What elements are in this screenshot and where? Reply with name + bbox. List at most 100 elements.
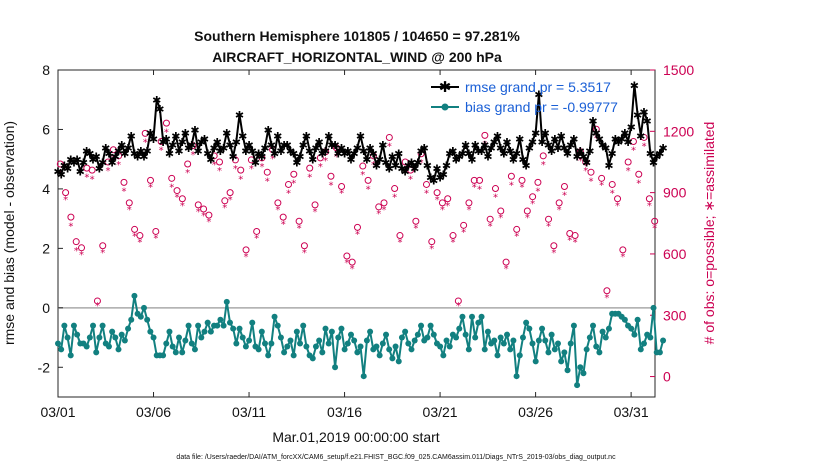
obs-possible-point (465, 199, 473, 207)
bias-point (351, 337, 358, 344)
x-tick-label: 03/11 (232, 404, 266, 420)
obs-assimilated-point: * (217, 166, 222, 177)
rmse-point: ✱ (487, 142, 496, 155)
obs-possible-point (152, 227, 160, 235)
rmse-point: ✱ (429, 174, 438, 187)
obs-assimilated-point: * (222, 203, 227, 214)
bias-point (246, 337, 253, 344)
bias-point (481, 346, 488, 353)
rmse-point: ✱ (206, 154, 215, 167)
obs-assimilated-point: * (360, 170, 365, 181)
bias-point (510, 337, 517, 344)
y2-tick-label: 1500 (663, 62, 694, 78)
rmse-point: ✱ (509, 154, 518, 167)
rmse-series: ✱✱✱✱✱✱✱✱✱✱✱✱✱✱✱✱✱✱✱✱✱✱✱✱✱✱✱✱✱✱✱✱✱✱✱✱✱✱✱✱… (53, 79, 667, 187)
rmse-point: ✱ (522, 160, 531, 173)
rmse-point: ✱ (318, 148, 327, 161)
obs-possible-point (608, 180, 616, 188)
obs-possible-point (518, 176, 526, 184)
rmse-point: ✱ (88, 154, 97, 167)
obs-assimilated-point: * (323, 156, 328, 167)
obs-assimilated-point: * (530, 199, 535, 210)
bias-point (201, 328, 208, 335)
rmse-point: ✱ (467, 154, 476, 167)
rmse-point: ✱ (649, 157, 658, 170)
bias-point (55, 340, 61, 347)
obs-possible-point (242, 246, 250, 254)
rmse-point: ✱ (652, 151, 661, 164)
obs-assimilated-point: * (265, 176, 270, 187)
bias-point (290, 352, 297, 359)
obs-possible-point (481, 131, 489, 139)
obs-assimilated-point: * (164, 127, 169, 138)
obs-possible-point (529, 193, 537, 201)
obs-possible-point (513, 225, 521, 233)
obs-possible-point (353, 223, 361, 231)
bias-point (70, 322, 77, 329)
obs-assimilated-point: * (344, 258, 349, 269)
bias-point (207, 328, 214, 335)
legend-rmse-label: rmse grand pr = 5.3517 (465, 79, 611, 95)
obs-assimilated-point: * (546, 221, 551, 232)
obs-possible-point (449, 232, 457, 240)
y2-tick-label: 600 (663, 246, 687, 262)
rmse-point: ✱ (646, 148, 655, 161)
obs-assimilated-point: * (307, 172, 312, 183)
y2-tick-label: 300 (663, 307, 687, 323)
bias-point (593, 343, 600, 350)
rmse-point: ✱ (136, 145, 145, 158)
bias-point (137, 313, 144, 320)
obs-count-markers: **** ** ********************* *************… (56, 119, 659, 312)
obs-assimilated-point: * (599, 180, 604, 191)
rmse-point: ✱ (436, 172, 445, 185)
obs-assimilated-point: * (620, 252, 625, 263)
rmse-point: ✱ (171, 130, 180, 143)
rmse-point: ✱ (343, 145, 352, 158)
obs-possible-point (205, 211, 213, 219)
obs-possible-point (338, 182, 346, 190)
bias-point (491, 337, 498, 344)
obs-possible-point (295, 217, 303, 225)
bias-point (637, 346, 644, 353)
rmse-point: ✱ (477, 145, 486, 158)
obs-assimilated-point: * (84, 172, 89, 183)
obs-possible-point (491, 185, 499, 193)
rmse-point: ✱ (270, 148, 279, 161)
obs-possible-point (226, 189, 234, 197)
obs-assimilated-point: * (74, 246, 79, 257)
bias-point (233, 340, 240, 347)
obs-possible-point (120, 178, 128, 186)
rmse-point: ✱ (190, 124, 199, 137)
rmse-point: ✱ (139, 151, 148, 164)
bias-point (176, 334, 183, 341)
rmse-point: ✱ (76, 166, 85, 179)
rmse-point: ✱ (534, 88, 543, 101)
bias-point (548, 331, 555, 338)
obs-assimilated-point: * (535, 187, 540, 198)
bias-point (144, 316, 151, 323)
obs-possible-point (237, 166, 245, 174)
rmse-point: ✱ (92, 151, 101, 164)
obs-possible-point (640, 133, 648, 141)
bias-point (262, 340, 269, 347)
rmse-point: ✱ (257, 151, 266, 164)
rmse-point: ✱ (168, 139, 177, 152)
bias-point (628, 325, 635, 332)
rmse-point: ✱ (493, 130, 502, 143)
rmse-point: ✱ (219, 142, 228, 155)
bias-point (344, 340, 351, 347)
y-tick-label: 2 (42, 240, 50, 256)
rmse-point: ✱ (588, 115, 597, 128)
bias-point (386, 346, 393, 353)
obs-possible-point (560, 182, 568, 190)
obs-possible-point (348, 258, 356, 266)
bias-point (430, 331, 437, 338)
rmse-point: ✱ (299, 139, 308, 152)
rmse-point: ✱ (423, 160, 432, 173)
x-axis-ticks: 03/01 03/06 03/11 03/16 03/21 03/26 03/31 (40, 70, 649, 420)
rmse-point: ✱ (101, 142, 110, 155)
obs-assimilated-point: * (291, 178, 296, 189)
bias-point (551, 346, 558, 353)
rmse-point: ✱ (337, 142, 346, 155)
rmse-point: ✱ (464, 148, 473, 161)
